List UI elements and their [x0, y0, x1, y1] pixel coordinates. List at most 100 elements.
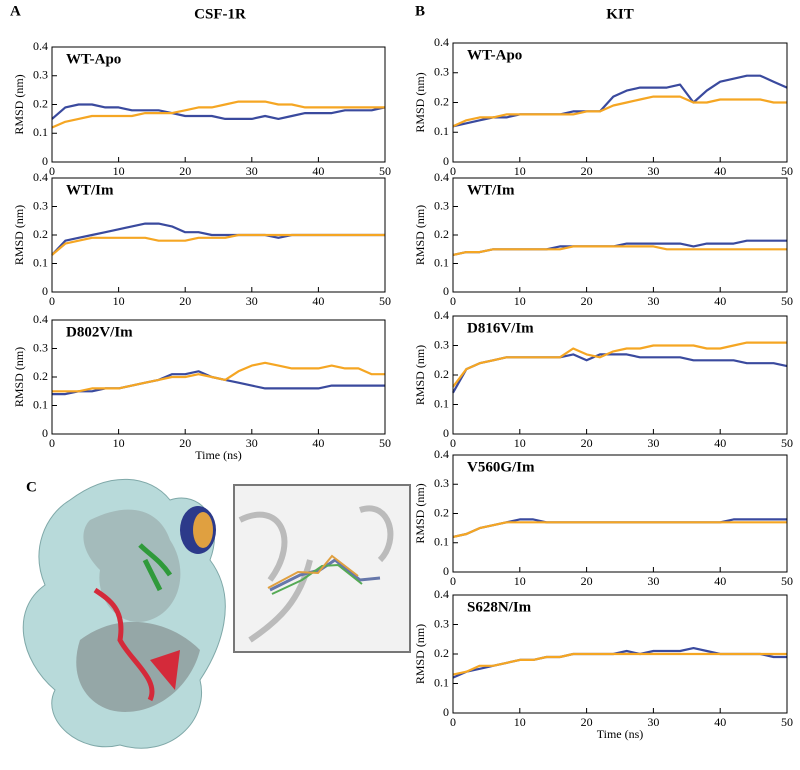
- x-tick-label: 40: [312, 436, 324, 450]
- series-line: [452, 341, 787, 388]
- x-tick-label: 40: [714, 574, 726, 588]
- y-tick-label: 0.4: [33, 312, 48, 326]
- series-line: [51, 100, 385, 129]
- y-axis-label: RMSD (nm): [413, 624, 427, 684]
- x-tick-label: 0: [49, 164, 55, 178]
- y-tick-label: 0: [42, 154, 48, 168]
- series-line: [452, 353, 788, 394]
- y-tick-label: 0.3: [33, 68, 48, 82]
- panel-label: C: [26, 479, 37, 495]
- panel-label: A: [10, 3, 21, 19]
- y-tick-label: 0.4: [33, 39, 48, 53]
- series-line: [51, 103, 386, 121]
- x-tick-label: 30: [246, 436, 258, 450]
- y-tick-label: 0.4: [434, 35, 449, 49]
- y-tick-label: 0.2: [434, 227, 449, 241]
- x-axis-label: Time (ns): [195, 448, 242, 462]
- y-tick-label: 0.1: [434, 396, 449, 410]
- x-tick-label: 40: [714, 715, 726, 729]
- x-tick-label: 20: [581, 574, 593, 588]
- x-tick-label: 0: [49, 436, 55, 450]
- series-line: [51, 222, 385, 256]
- y-tick-label: 0: [443, 284, 449, 298]
- x-tick-label: 50: [379, 294, 391, 308]
- x-tick-label: 40: [312, 294, 324, 308]
- x-tick-label: 10: [514, 294, 526, 308]
- y-tick-label: 0.2: [33, 227, 48, 241]
- chart-title: V560G/Im: [467, 459, 535, 475]
- y-tick-label: 0.3: [434, 65, 449, 79]
- y-tick-label: 0.3: [434, 198, 449, 212]
- x-tick-label: 0: [450, 715, 456, 729]
- series-line: [52, 361, 385, 393]
- inset: [233, 484, 411, 653]
- series-line: [452, 521, 787, 538]
- chart-title: WT-Apo: [66, 51, 121, 67]
- x-tick-label: 20: [581, 294, 593, 308]
- x-tick-label: 20: [179, 436, 191, 450]
- y-tick-label: 0.2: [434, 646, 449, 660]
- series-line: [452, 245, 787, 256]
- x-tick-label: 30: [647, 715, 659, 729]
- x-tick-label: 0: [450, 164, 456, 178]
- column-title: CSF-1R: [194, 6, 246, 22]
- x-tick-label: 30: [647, 436, 659, 450]
- x-tick-label: 20: [581, 436, 593, 450]
- x-tick-label: 20: [581, 164, 593, 178]
- y-tick-label: 0.4: [434, 587, 449, 601]
- x-tick-label: 10: [514, 436, 526, 450]
- x-tick-label: 10: [514, 715, 526, 729]
- chart-title: WT-Apo: [467, 47, 522, 63]
- y-axis-label: RMSD (nm): [413, 345, 427, 405]
- x-tick-label: 40: [714, 436, 726, 450]
- x-tick-label: 0: [450, 294, 456, 308]
- x-tick-label: 50: [781, 436, 793, 450]
- chart-title: WT/Im: [66, 182, 114, 198]
- y-axis-label: RMSD (nm): [12, 74, 26, 134]
- x-tick-label: 50: [379, 436, 391, 450]
- x-tick-label: 10: [514, 164, 526, 178]
- x-tick-label: 0: [450, 436, 456, 450]
- y-axis-label: RMSD (nm): [413, 72, 427, 132]
- y-tick-label: 0.1: [434, 124, 449, 138]
- y-tick-label: 0.1: [33, 397, 48, 411]
- y-tick-label: 0.3: [434, 337, 449, 351]
- x-tick-label: 10: [514, 574, 526, 588]
- chart-title: D816V/Im: [467, 320, 534, 336]
- chart-title: S628N/Im: [467, 599, 532, 615]
- x-tick-label: 40: [312, 164, 324, 178]
- y-tick-label: 0.2: [33, 369, 48, 383]
- y-tick-label: 0.1: [33, 125, 48, 139]
- y-tick-label: 0.2: [434, 505, 449, 519]
- y-axis-label: RMSD (nm): [413, 483, 427, 543]
- chart-title: WT/Im: [467, 182, 515, 198]
- x-tick-label: 30: [246, 294, 258, 308]
- x-tick-label: 20: [179, 294, 191, 308]
- x-tick-label: 20: [179, 164, 191, 178]
- x-tick-label: 50: [379, 164, 391, 178]
- y-tick-label: 0.4: [434, 308, 449, 322]
- x-tick-label: 50: [781, 715, 793, 729]
- panel-label: B: [415, 3, 425, 19]
- y-tick-label: 0: [42, 284, 48, 298]
- y-tick-label: 0: [443, 426, 449, 440]
- y-tick-label: 0.4: [434, 170, 449, 184]
- x-tick-label: 10: [113, 436, 125, 450]
- x-tick-label: 10: [113, 164, 125, 178]
- x-tick-label: 50: [781, 164, 793, 178]
- x-tick-label: 50: [781, 574, 793, 588]
- y-tick-label: 0: [443, 705, 449, 719]
- x-tick-label: 40: [714, 164, 726, 178]
- x-tick-label: 50: [781, 294, 793, 308]
- y-axis-label: RMSD (nm): [413, 205, 427, 265]
- y-tick-label: 0.2: [434, 367, 449, 381]
- series-line: [452, 74, 788, 128]
- x-tick-label: 0: [49, 294, 55, 308]
- x-tick-label: 30: [647, 164, 659, 178]
- series-line: [452, 652, 787, 676]
- y-tick-label: 0.3: [434, 616, 449, 630]
- y-axis-label: RMSD (nm): [12, 347, 26, 407]
- y-tick-label: 0.3: [434, 476, 449, 490]
- y-tick-label: 0: [443, 154, 449, 168]
